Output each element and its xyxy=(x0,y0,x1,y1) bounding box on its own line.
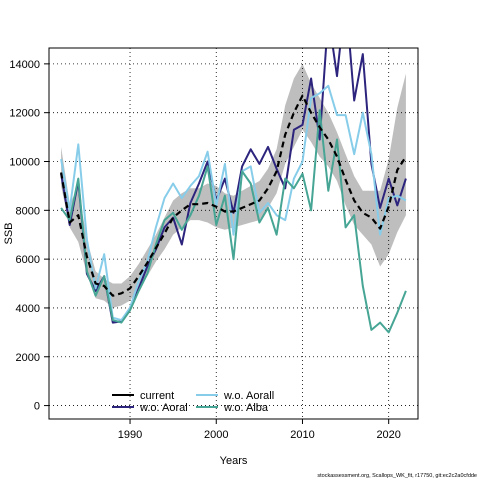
plot-border xyxy=(48,47,419,420)
legend-label: w.o. Alba xyxy=(223,402,269,414)
legend-label: current xyxy=(140,390,174,402)
footer-credit: stockassessment.org, Scallops_WK_fit, r1… xyxy=(317,473,477,479)
y-tick-label: 14000 xyxy=(9,59,40,71)
y-tick-label: 0 xyxy=(34,401,40,413)
series-layer xyxy=(60,48,407,334)
x-axis-title: Years xyxy=(220,455,248,467)
legend-label: w.o. Aorall xyxy=(223,390,274,402)
y-tick-label: 8000 xyxy=(16,205,40,217)
y-tick-label: 6000 xyxy=(16,254,40,266)
y-axis-title: SSB xyxy=(3,222,15,244)
y-tick-label: 10000 xyxy=(9,156,40,168)
confidence-band-layer xyxy=(61,63,406,308)
y-tick-label: 12000 xyxy=(9,108,40,120)
x-tick-label: 2020 xyxy=(376,429,400,441)
series-line-current xyxy=(60,94,407,297)
x-tick-label: 2000 xyxy=(204,429,228,441)
y-tick-label: 4000 xyxy=(16,303,40,315)
confidence-band xyxy=(61,63,406,308)
series-line-w-o-alba xyxy=(60,109,407,334)
axis-layer: 1990 2000 2010 2020 0 2000 4000 6000 8000 10000 12… xyxy=(9,59,401,441)
x-tick-label: 2010 xyxy=(290,429,314,441)
y-tick-label: 2000 xyxy=(16,352,40,364)
legend-label: w.o. Aoral xyxy=(139,402,188,414)
x-tick-label: 1990 xyxy=(118,429,142,441)
series-line-w-o-aorall xyxy=(60,84,407,322)
